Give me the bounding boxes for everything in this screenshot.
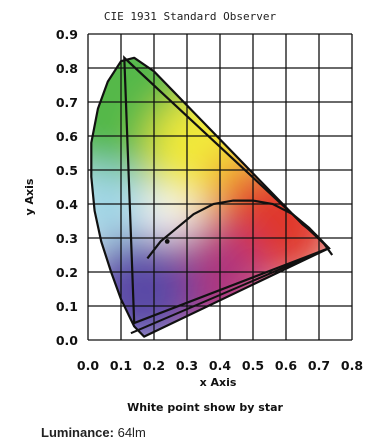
purple-line [130,247,330,335]
x-tick-label: 0.1 [110,358,132,373]
x-tick-label: 0.6 [275,358,297,373]
y-tick-label: 0.9 [56,27,78,42]
y-tick-label: 0.8 [56,61,78,76]
y-tick-label: 0.5 [56,163,78,178]
y-tick-label: 0.1 [56,299,78,314]
planckian-locus [146,199,334,260]
x-tick-label: 0.7 [308,358,330,373]
cie-chart: CIE 1931 Standard Observer 0.0 0.1 0.2 0.3 0… [23,10,363,414]
curves [90,55,334,338]
luminance-value: 64lm [117,425,146,440]
luminance-readout: Luminance: 64lm [41,425,146,440]
y-tick-label: 0.6 [56,129,78,144]
y-tick-label: 0.0 [56,333,78,348]
white-region [151,195,196,240]
x-tick-label: 0.5 [242,358,264,373]
y-tick-label: 0.7 [56,95,78,110]
blue-region [91,236,197,337]
y-axis-title: y Axis [23,178,36,215]
x-tick-label: 0.2 [143,358,165,373]
x-tick-label: 0.0 [77,358,99,373]
chart-title: CIE 1931 Standard Observer [104,10,277,23]
white-point-star [164,239,170,244]
x-tick-label: 0.4 [209,358,231,373]
y-tick-label: 0.4 [56,197,78,212]
x-axis-title: x Axis [200,376,237,389]
gamut-triangle [123,55,331,325]
y-tick-label: 0.3 [56,231,78,246]
x-tick-label: 0.3 [176,358,198,373]
tick-labels: 0.0 0.1 0.2 0.3 0.4 0.5 0.6 0.7 0.8 0.0 0.1 0.2 0.3 0… [56,27,363,373]
luminance-label: Luminance: [41,425,114,440]
chart-caption: White point show by star [127,401,283,414]
x-tick-label: 0.8 [341,358,363,373]
y-tick-label: 0.2 [56,265,78,280]
